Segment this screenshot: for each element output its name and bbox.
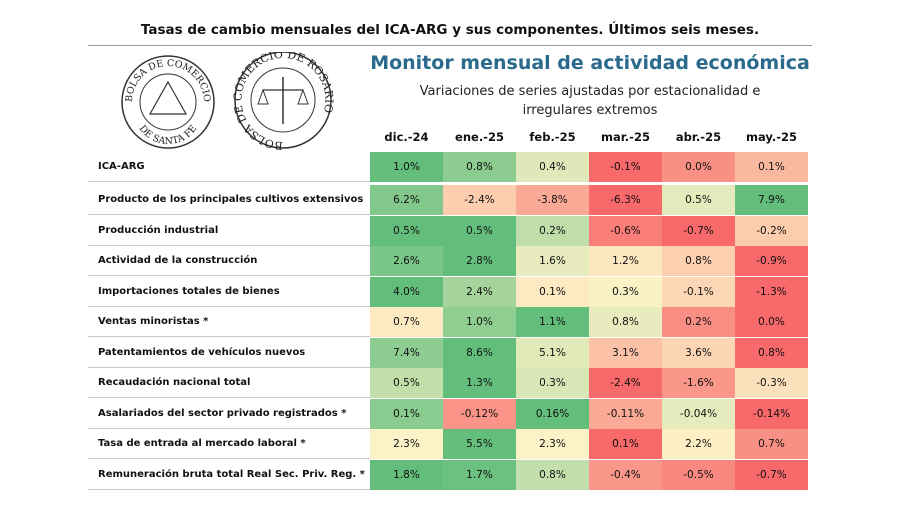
cell: -0.2% <box>735 215 808 246</box>
row-label: Tasa de entrada al mercado laboral * <box>88 429 370 459</box>
cell: 1.0% <box>443 307 516 337</box>
cell: 0.8% <box>589 307 662 337</box>
cell: -3.8% <box>516 185 589 215</box>
cell: 0.1% <box>516 276 589 307</box>
cell: -1.6% <box>662 368 735 398</box>
cell: 2.3% <box>516 429 589 459</box>
cell: 2.8% <box>443 246 516 276</box>
column-header: abr.-25 <box>675 130 722 144</box>
cell: 5.5% <box>443 429 516 459</box>
logo-santa-fe: BOLSA DE COMERCIO DE SANTA FE <box>121 55 215 149</box>
cell: -0.12% <box>443 398 516 429</box>
logos: BOLSA DE COMERCIO DE SANTA FE BOLSA DE C… <box>121 52 336 152</box>
logo-rosario: BOLSA DE COMERCIO DE ROSARIO <box>231 52 336 152</box>
cell: 2.2% <box>662 429 735 459</box>
cell: 0.5% <box>443 215 516 246</box>
cell: 0.7% <box>370 307 443 337</box>
rule <box>88 45 812 46</box>
cell: -0.5% <box>662 459 735 490</box>
cell: 2.4% <box>443 276 516 307</box>
row-label: ICA-ARG <box>88 152 370 182</box>
cell: -0.14% <box>735 398 808 429</box>
cell: 7.4% <box>370 337 443 368</box>
row-label: Asalariados del sector privado registrad… <box>88 399 370 429</box>
cell: -2.4% <box>589 368 662 398</box>
cell: -0.9% <box>735 246 808 276</box>
cell: 0.8% <box>662 246 735 276</box>
cell: 0.5% <box>662 185 735 215</box>
cell: 0.16% <box>516 398 589 429</box>
column-header: feb.-25 <box>529 130 576 144</box>
cell: 1.3% <box>443 368 516 398</box>
subtitle: Variaciones de series ajustadas por esta… <box>419 84 761 118</box>
column-header: ene.-25 <box>455 130 504 144</box>
cell: 5.1% <box>516 337 589 368</box>
heading: Monitor mensual de actividad económica <box>370 52 810 74</box>
cell: -2.4% <box>443 185 516 215</box>
cell: 0.3% <box>516 368 589 398</box>
cell: 3.1% <box>589 337 662 368</box>
cell: 4.0% <box>370 276 443 307</box>
cell: 0.1% <box>735 152 808 182</box>
row-label: Ventas minoristas * <box>88 307 370 337</box>
cell: 1.6% <box>516 246 589 276</box>
cell: 0.4% <box>516 152 589 182</box>
row-label: Remuneración bruta total Real Sec. Priv.… <box>88 460 370 490</box>
row-label: Patentamientos de vehículos nuevos <box>88 338 370 368</box>
column-header: dic.-24 <box>384 130 429 144</box>
cell: 1.1% <box>516 307 589 337</box>
cell: -1.3% <box>735 276 808 307</box>
cell: 1.0% <box>370 152 443 182</box>
cell: 2.6% <box>370 246 443 276</box>
cell: 6.2% <box>370 185 443 215</box>
cell: 0.1% <box>589 429 662 459</box>
cell: 0.7% <box>735 429 808 459</box>
cell: 0.0% <box>735 307 808 337</box>
column-header: may.-25 <box>746 130 797 144</box>
cell: -6.3% <box>589 185 662 215</box>
cell: 7.9% <box>735 185 808 215</box>
cell: 0.8% <box>516 459 589 490</box>
cell: -0.1% <box>589 152 662 182</box>
cell: 8.6% <box>443 337 516 368</box>
cell: -0.6% <box>589 215 662 246</box>
cell: -0.04% <box>662 398 735 429</box>
cell: -0.1% <box>662 276 735 307</box>
row-label: Producto de los principales cultivos ext… <box>88 185 370 215</box>
cell: 2.3% <box>370 429 443 459</box>
cell: -0.7% <box>662 215 735 246</box>
cell: -0.3% <box>735 368 808 398</box>
cell: -0.7% <box>735 459 808 490</box>
row-label: Importaciones totales de bienes <box>88 277 370 307</box>
title: Tasas de cambio mensuales del ICA-ARG y … <box>140 22 760 38</box>
cell: 0.2% <box>516 215 589 246</box>
cell: 1.2% <box>589 246 662 276</box>
cell: 0.8% <box>443 152 516 182</box>
row-label: Recaudación nacional total <box>88 368 370 398</box>
cell: -0.4% <box>589 459 662 490</box>
cell: 0.1% <box>370 398 443 429</box>
cell: 0.5% <box>370 368 443 398</box>
cell: 0.5% <box>370 215 443 246</box>
logo-text: DE SANTA FE <box>137 123 200 147</box>
cell: 1.8% <box>370 459 443 490</box>
row-label: Actividad de la construcción <box>88 246 370 276</box>
cell: -0.11% <box>589 398 662 429</box>
cell: 3.6% <box>662 337 735 368</box>
cell: 1.7% <box>443 459 516 490</box>
logo-text: BOLSA DE COMERCIO <box>124 58 212 103</box>
cell: 0.2% <box>662 307 735 337</box>
cell: 0.3% <box>589 276 662 307</box>
cell: 0.0% <box>662 152 735 182</box>
column-header: mar.-25 <box>601 130 650 144</box>
cell: 0.8% <box>735 337 808 368</box>
row-label: Producción industrial <box>88 216 370 246</box>
